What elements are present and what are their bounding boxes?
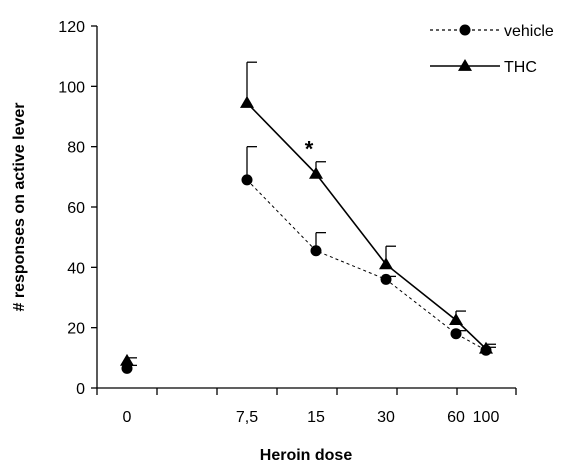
legend-marker-vehicle	[459, 24, 471, 36]
legend-label-vehicle: vehicle	[504, 23, 554, 40]
x-axis-title: Heroin dose	[260, 447, 353, 464]
legend-marker-THC	[458, 59, 472, 71]
y-tick-label: 80	[67, 140, 85, 157]
y-tick-label: 60	[67, 200, 85, 217]
plot-area: *	[120, 61, 496, 374]
x-tick-label: 0	[123, 409, 132, 426]
x-tick-label: 30	[377, 409, 395, 426]
data-point-vehicle	[310, 245, 322, 257]
x-tick-label: 7,5	[236, 409, 258, 426]
y-tick-label: 0	[76, 381, 85, 398]
data-point-vehicle	[241, 174, 253, 186]
data-point-THC	[120, 353, 134, 366]
data-point-vehicle	[380, 273, 392, 285]
axes: 0 20 40 60 80 100 120 0 7,5 15 30 60 100 Heroin dose #…	[11, 19, 517, 464]
data-point-THC	[240, 95, 254, 108]
y-axis-title: # responses on active lever	[11, 103, 28, 312]
y-tick-label: 100	[58, 79, 85, 96]
data-point-THC	[449, 313, 463, 326]
x-tick-label: 60	[447, 409, 465, 426]
data-point-vehicle	[450, 328, 462, 340]
legend: vehicle THC	[430, 23, 554, 76]
legend-label-THC: THC	[504, 59, 537, 76]
data-point-THC	[309, 166, 323, 179]
x-tick-label: 15	[307, 409, 325, 426]
y-tick-label: 40	[67, 260, 85, 277]
y-tick-label: 120	[58, 19, 85, 36]
y-tick-label: 20	[67, 321, 85, 338]
significance-marker: *	[305, 137, 314, 162]
series-line-THC	[246, 102, 487, 350]
x-tick-label: 100	[473, 409, 500, 426]
data-point-THC	[379, 257, 393, 270]
data-point-THC	[479, 341, 493, 354]
